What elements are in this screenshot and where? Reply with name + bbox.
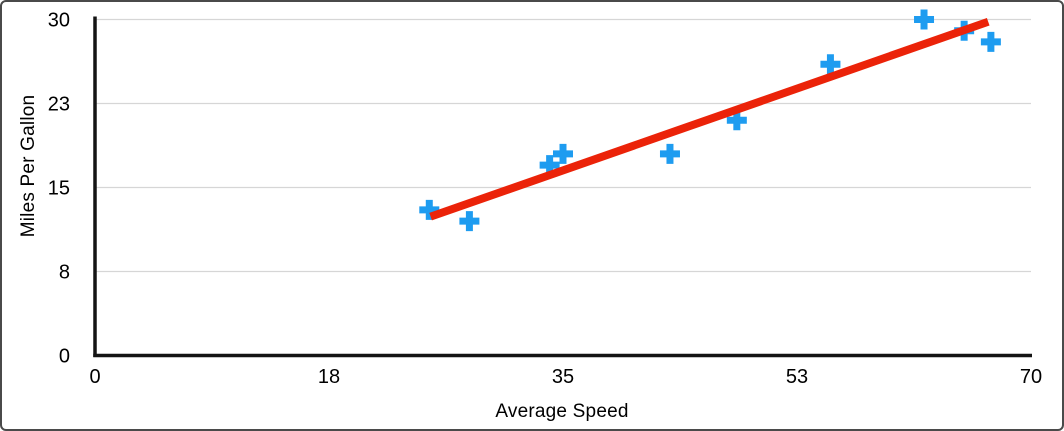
data-point-marker-0 xyxy=(419,199,440,220)
data-point-marker-6 xyxy=(820,54,841,75)
y-tick-label-30: 30 xyxy=(48,10,70,32)
data-point-marker-9 xyxy=(980,31,1001,52)
x-tick-label-18: 18 xyxy=(318,366,340,388)
x-tick-label-0: 0 xyxy=(89,366,100,388)
x-tick-label-35: 35 xyxy=(552,366,574,388)
data-point-marker-1 xyxy=(459,211,480,232)
data-point-marker-2 xyxy=(539,155,560,176)
trendline-segment xyxy=(429,17,990,221)
data-point-marker-3 xyxy=(553,143,573,164)
x-tick-label-70: 70 xyxy=(1020,366,1042,388)
y-axis-title: Miles Per Gallon xyxy=(18,94,39,238)
data-point-marker-5 xyxy=(726,110,747,131)
y-tick-label-23: 23 xyxy=(48,94,70,116)
y-tick-label-0: 0 xyxy=(59,346,70,368)
y-tick-label-8: 8 xyxy=(59,262,70,284)
data-point-marker-4 xyxy=(659,143,680,164)
gridlines xyxy=(95,18,1031,273)
x-axis-title: Average Speed xyxy=(495,401,629,422)
axis-spines xyxy=(93,16,1032,358)
tick-labels: 0 8 15 23 30 0 18 35 53 70 xyxy=(48,10,1042,389)
x-tick-label-53: 53 xyxy=(786,366,808,388)
data-point-marker-7 xyxy=(914,9,935,30)
trendline xyxy=(429,17,990,221)
y-tick-label-15: 15 xyxy=(48,178,70,200)
